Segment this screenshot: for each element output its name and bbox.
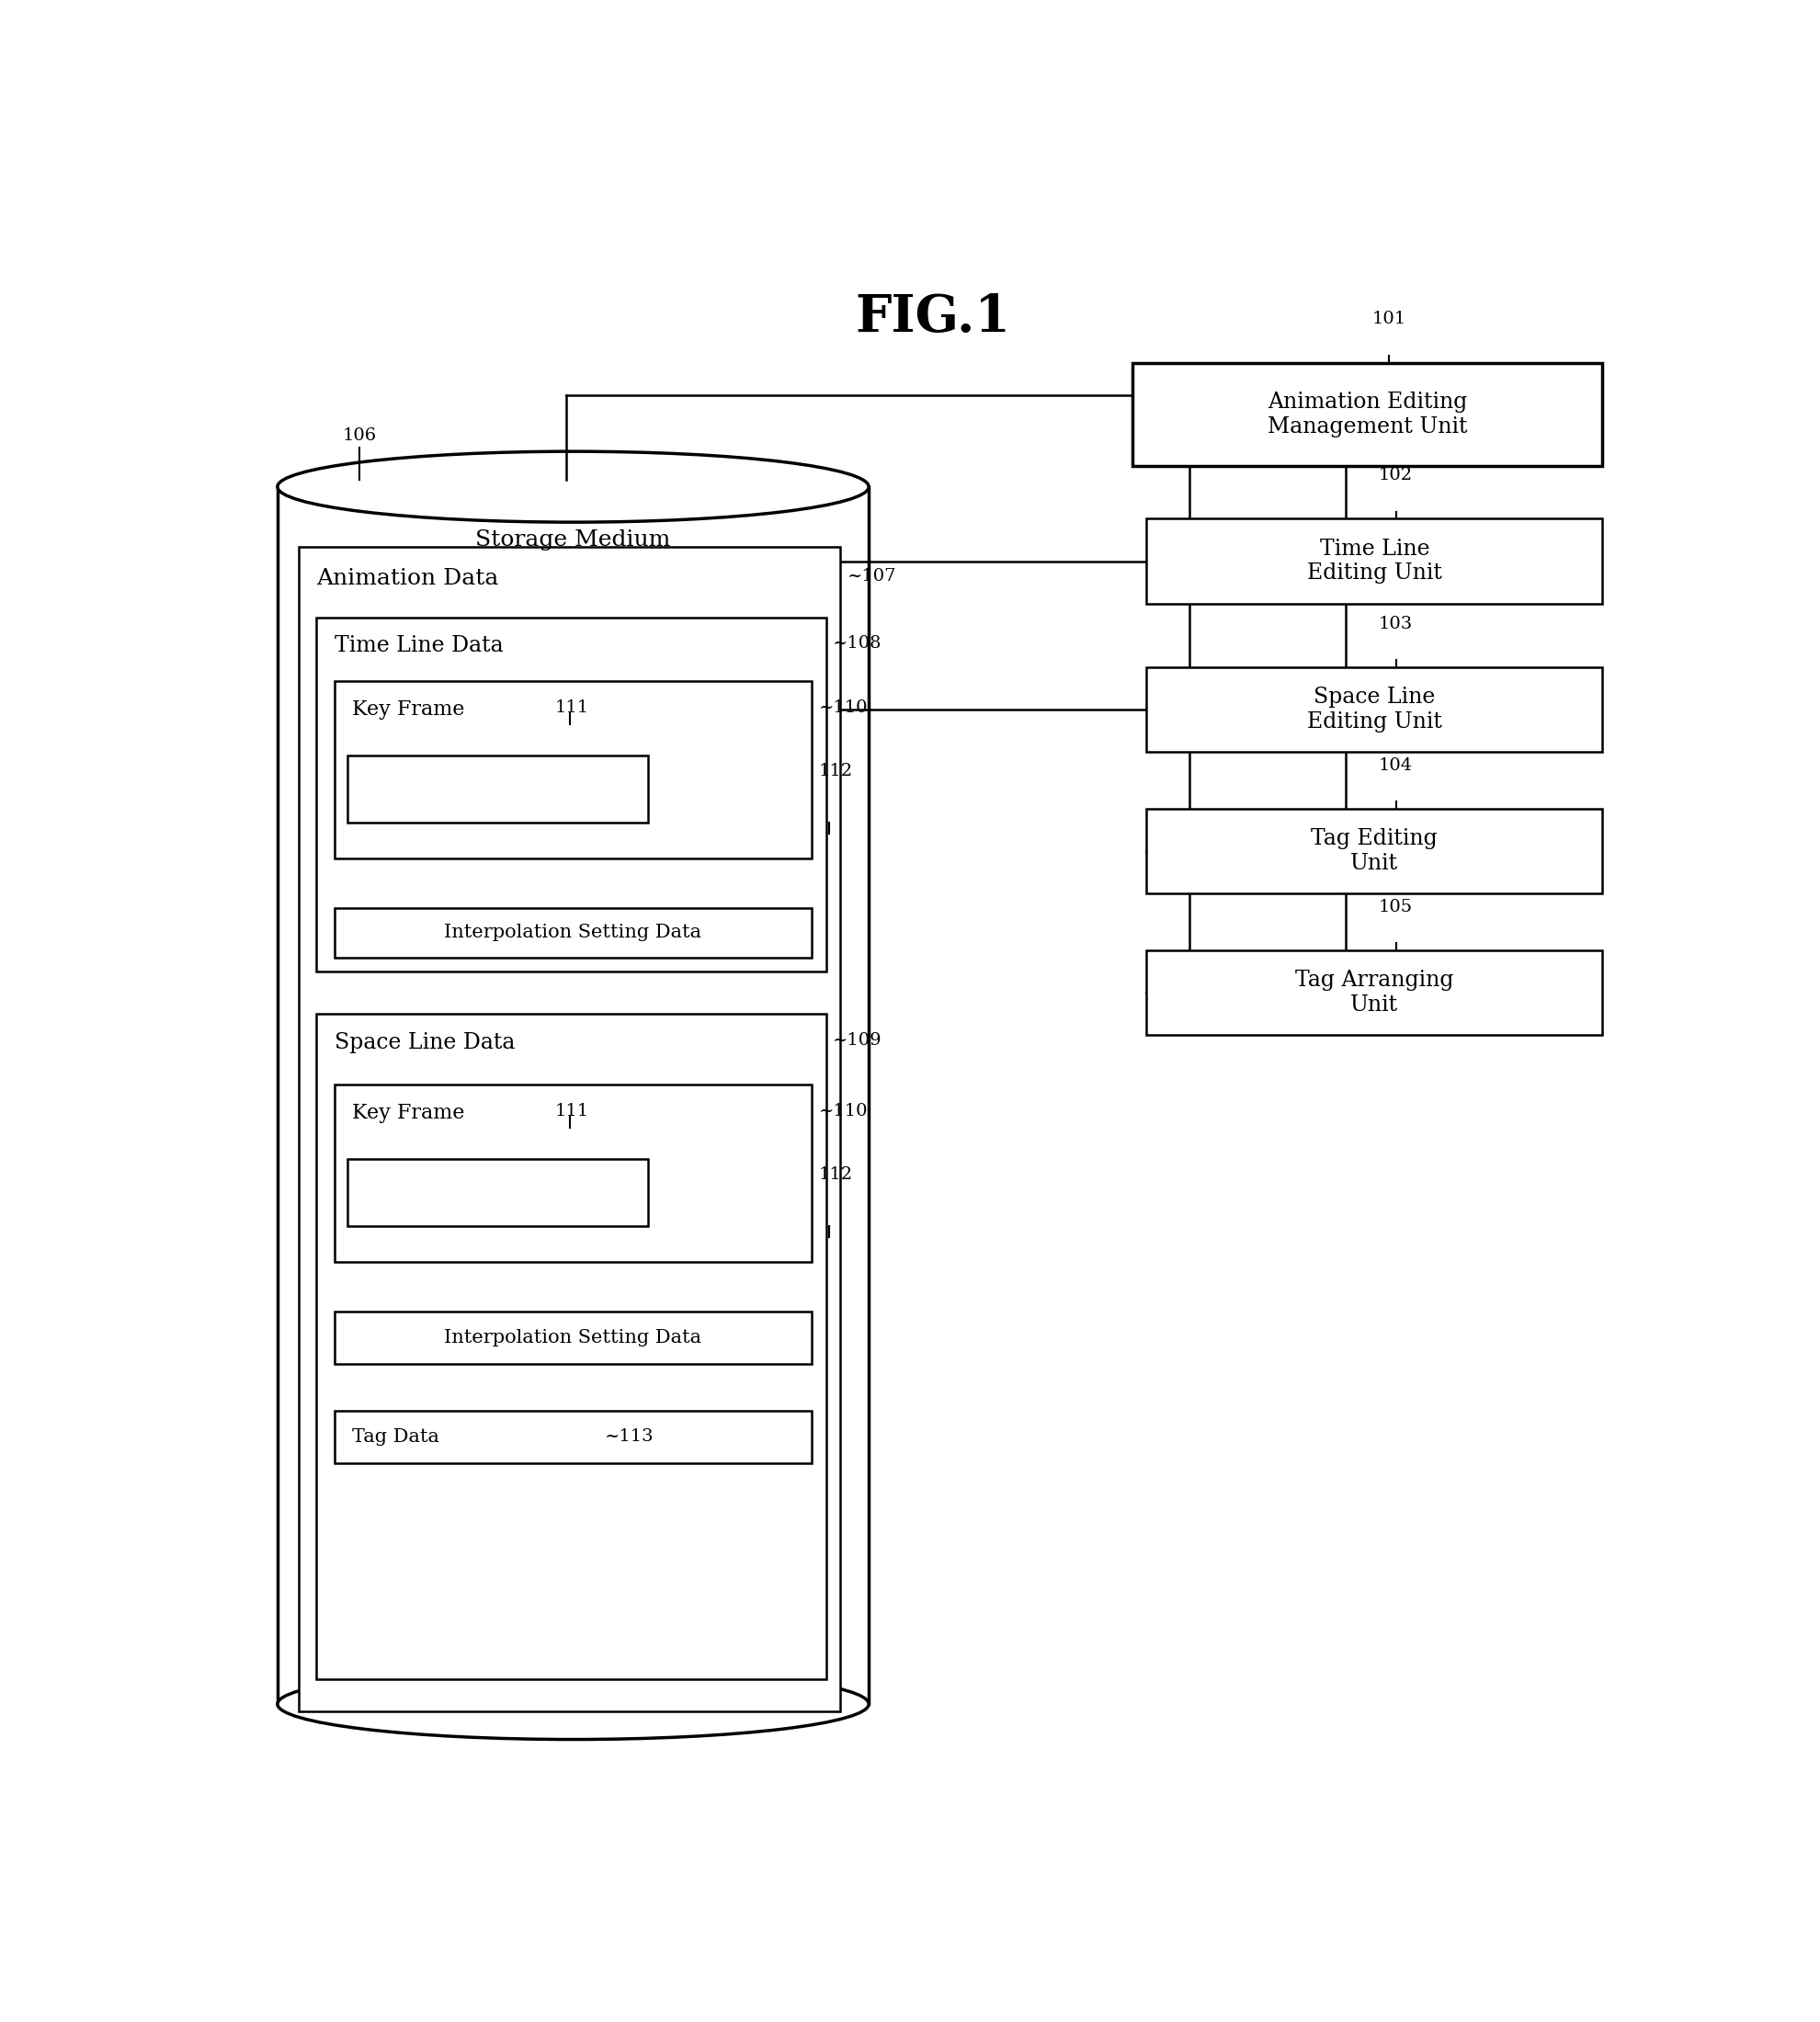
Text: Storage Medium: Storage Medium (475, 530, 670, 550)
FancyBboxPatch shape (317, 619, 826, 971)
FancyBboxPatch shape (335, 1312, 812, 1365)
Text: Animation Data: Animation Data (317, 568, 499, 588)
FancyBboxPatch shape (298, 546, 839, 1711)
Text: 111: 111 (555, 1102, 590, 1118)
Text: Tag Editing
Unit: Tag Editing Unit (1310, 829, 1438, 874)
Text: Tag Data: Tag Data (351, 1428, 439, 1446)
Text: ~113: ~113 (604, 1430, 653, 1446)
FancyBboxPatch shape (335, 1084, 812, 1262)
Text: Space Line Data: Space Line Data (335, 1031, 515, 1053)
FancyBboxPatch shape (348, 1159, 648, 1225)
Text: Tag Arrangement Data: Tag Arrangement Data (386, 1185, 608, 1201)
FancyBboxPatch shape (1147, 809, 1602, 894)
Text: 111: 111 (555, 700, 590, 716)
Ellipse shape (277, 451, 868, 522)
Text: Key Frame: Key Frame (351, 1102, 464, 1122)
Text: 112: 112 (819, 1167, 852, 1183)
FancyBboxPatch shape (335, 681, 812, 857)
Text: Tag Arranging
Unit: Tag Arranging Unit (1294, 971, 1452, 1015)
Text: Space Line
Editing Unit: Space Line Editing Unit (1307, 687, 1441, 732)
Text: Time Line
Editing Unit: Time Line Editing Unit (1307, 538, 1441, 584)
Text: ~108: ~108 (834, 635, 883, 651)
Text: 102: 102 (1378, 467, 1412, 483)
Text: Tag Arrangement Data: Tag Arrangement Data (386, 780, 608, 799)
Text: ~110: ~110 (819, 700, 868, 716)
FancyBboxPatch shape (1147, 667, 1602, 752)
Text: 103: 103 (1378, 615, 1412, 631)
Text: Key Frame: Key Frame (351, 700, 464, 720)
Text: Animation Editing
Management Unit: Animation Editing Management Unit (1267, 392, 1467, 437)
FancyBboxPatch shape (348, 756, 648, 823)
Text: ~110: ~110 (819, 1102, 868, 1118)
FancyBboxPatch shape (335, 908, 812, 958)
Text: Time Line Data: Time Line Data (335, 635, 502, 657)
Text: Interpolation Setting Data: Interpolation Setting Data (444, 1328, 701, 1347)
FancyBboxPatch shape (1132, 364, 1602, 465)
FancyBboxPatch shape (317, 1015, 826, 1678)
FancyBboxPatch shape (1147, 950, 1602, 1035)
Text: Interpolation Setting Data: Interpolation Setting Data (444, 924, 701, 942)
Text: ~109: ~109 (834, 1031, 883, 1047)
FancyBboxPatch shape (1147, 518, 1602, 603)
Text: 104: 104 (1378, 756, 1412, 772)
Text: FIG.1: FIG.1 (855, 293, 1010, 344)
Text: 112: 112 (819, 762, 852, 778)
FancyBboxPatch shape (335, 1411, 812, 1464)
Ellipse shape (277, 1668, 868, 1739)
Text: 105: 105 (1378, 898, 1412, 914)
Text: ~107: ~107 (846, 568, 895, 584)
Text: 101: 101 (1370, 311, 1405, 328)
Text: 106: 106 (342, 429, 377, 445)
